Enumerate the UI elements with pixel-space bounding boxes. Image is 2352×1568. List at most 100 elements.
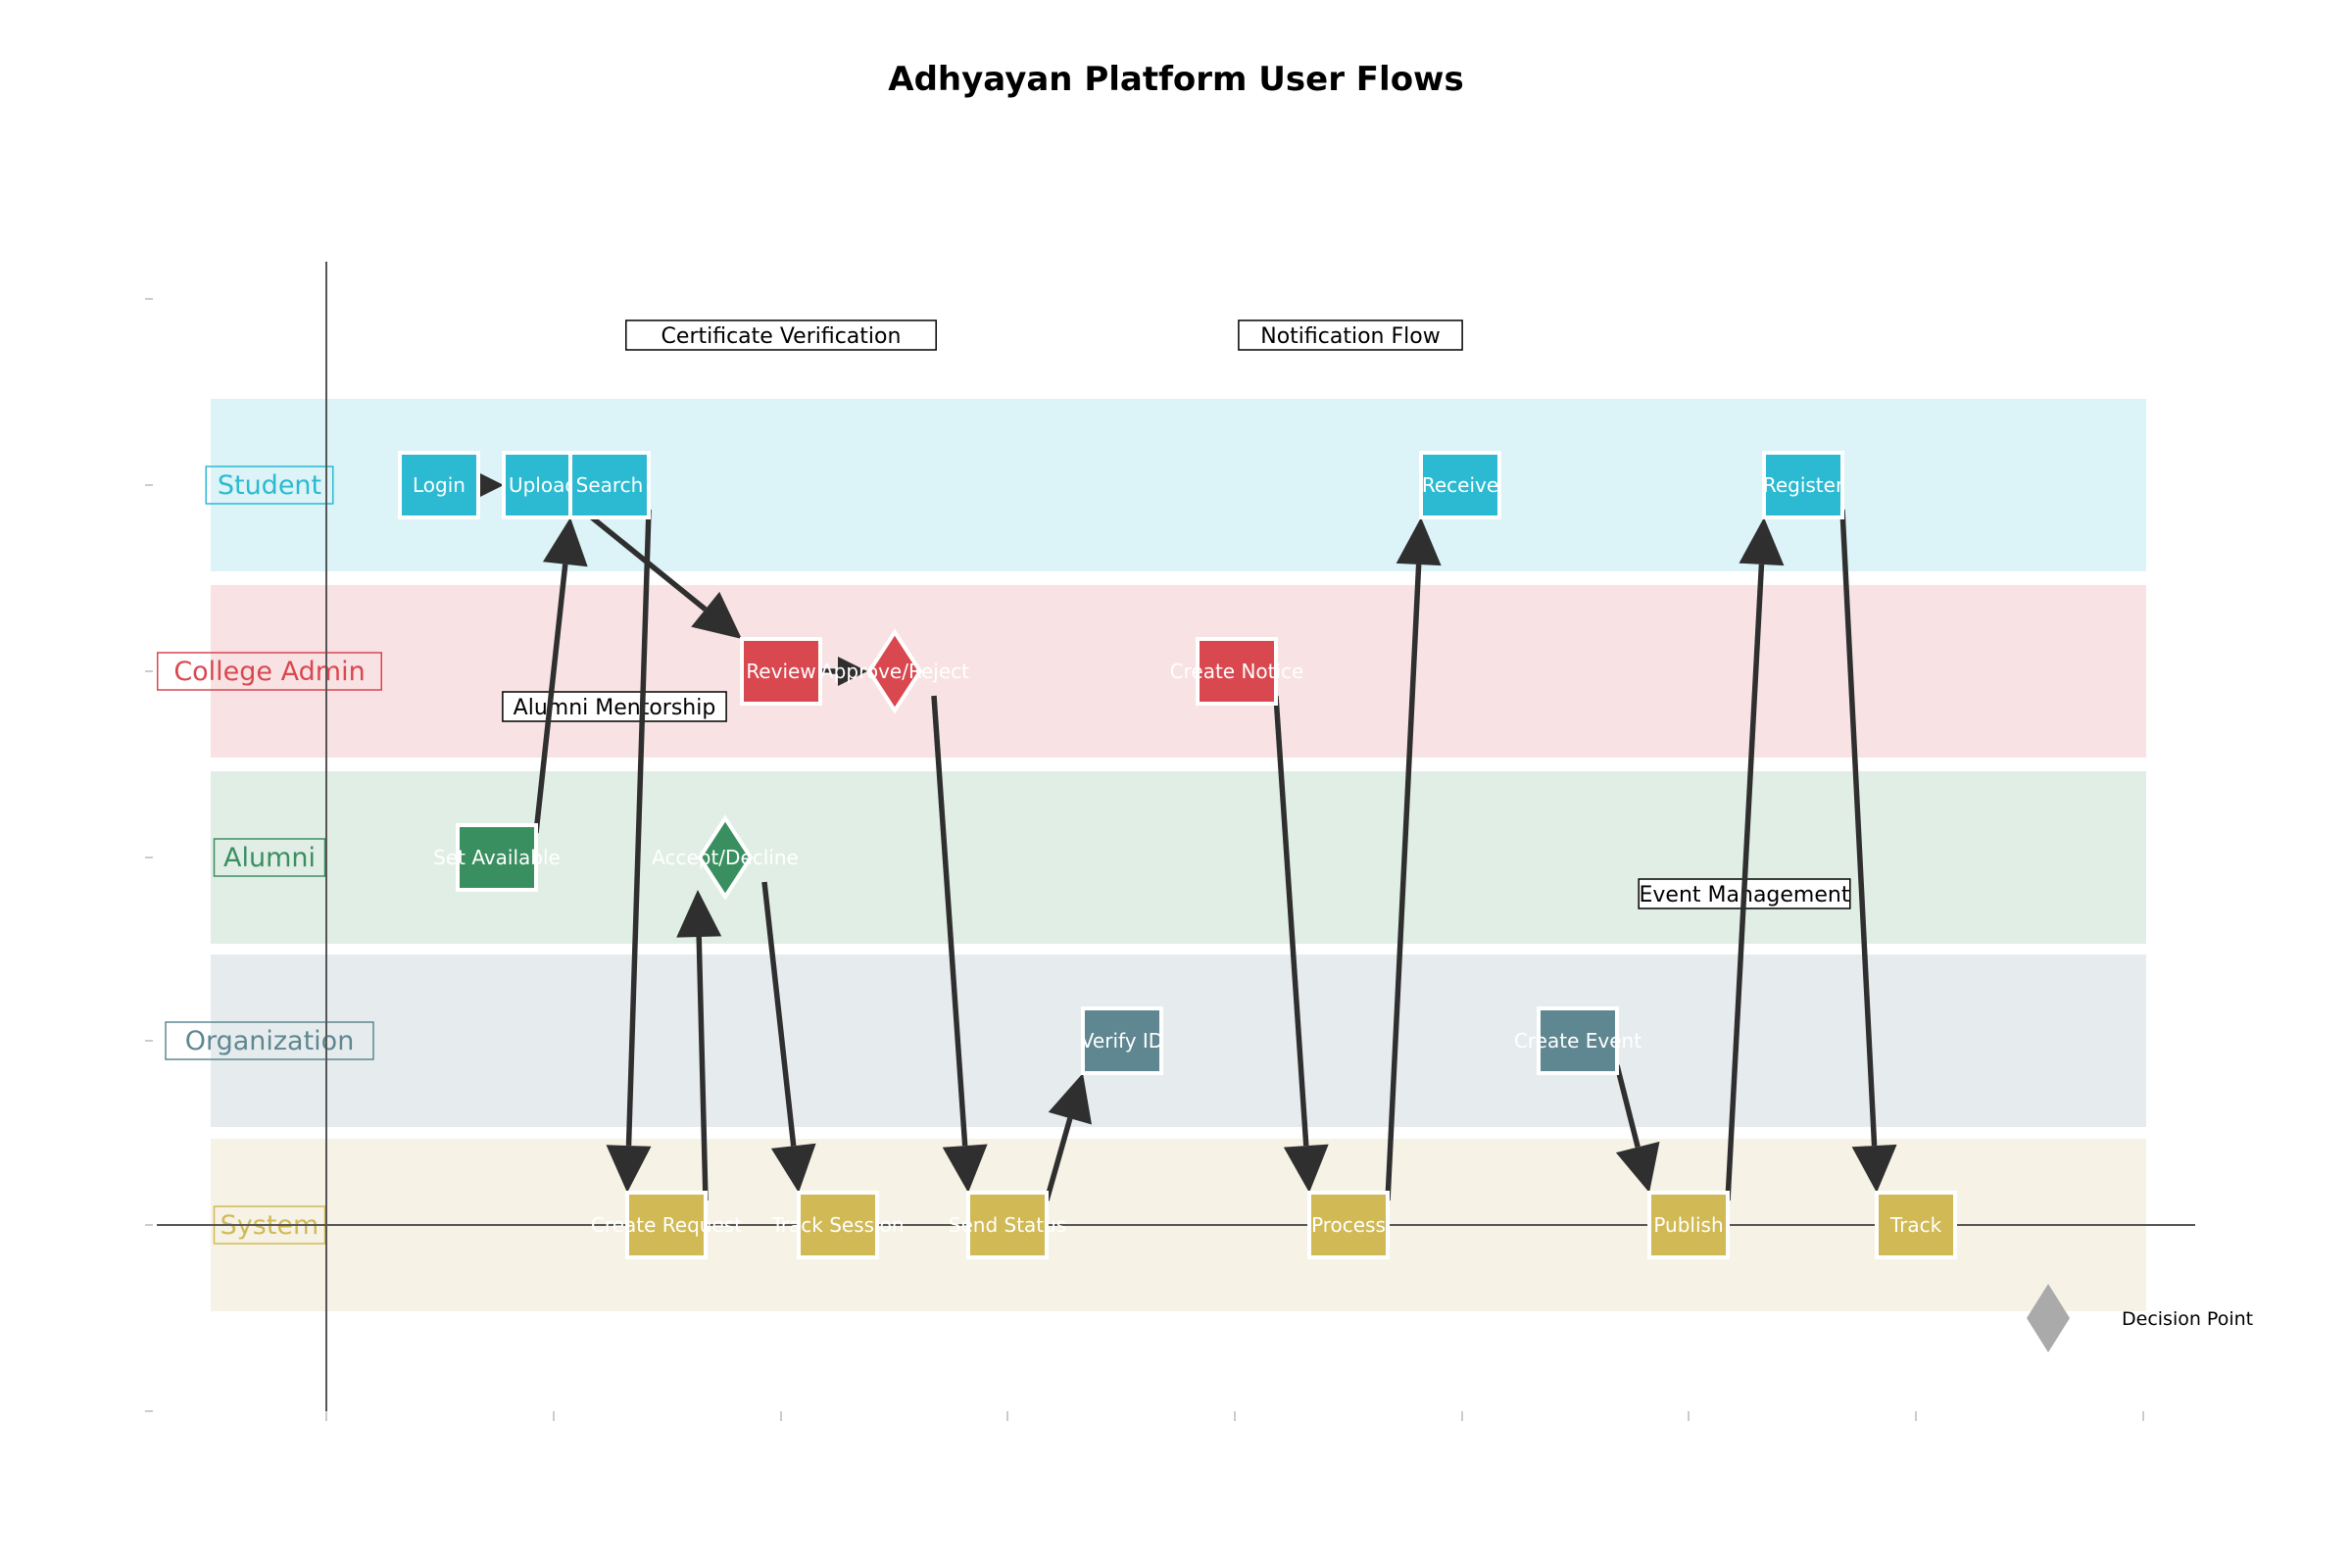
process-box — [1762, 451, 1844, 519]
edge-shaft — [1839, 509, 1878, 1147]
edge-shaft — [625, 509, 652, 1147]
edge-shaft — [1385, 564, 1422, 1201]
decision-diamond — [866, 628, 923, 714]
node-label: Review — [746, 660, 815, 683]
node-setavail[interactable]: Set Available — [433, 823, 561, 892]
node-event[interactable]: Create Event — [1514, 1006, 1642, 1075]
lane-label-box — [157, 652, 382, 691]
legend-diamond-icon — [2027, 1284, 2070, 1352]
arrowhead-icon — [1283, 1144, 1329, 1193]
edge-process-receive — [1385, 517, 1442, 1201]
edge-status-verify — [1044, 1073, 1092, 1201]
edge-publish-register — [1725, 517, 1785, 1201]
flow-label-box — [625, 319, 937, 351]
process-box — [797, 1191, 879, 1259]
node-label: Login — [413, 473, 466, 497]
lane-admin — [211, 585, 2146, 758]
lane-label-text: Student — [218, 470, 321, 501]
process-box — [1307, 1191, 1390, 1259]
node-notice[interactable]: Create Notice — [1170, 637, 1304, 706]
process-box — [1537, 1006, 1619, 1075]
flow-label: Certificate Verification — [625, 319, 937, 351]
node-process[interactable]: Process — [1307, 1191, 1390, 1259]
arrowhead-icon — [676, 890, 722, 938]
node-review[interactable]: Review — [740, 637, 822, 706]
node-accept[interactable]: Accept/Decline — [652, 814, 799, 901]
node-receive[interactable]: Receive — [1419, 451, 1501, 519]
node-label: Process — [1311, 1213, 1386, 1237]
lane-label-box — [205, 466, 334, 505]
process-box — [625, 1191, 708, 1259]
node-label: Accept/Decline — [652, 846, 799, 869]
edge-shaft — [931, 695, 968, 1147]
process-box — [1419, 451, 1501, 519]
node-request[interactable]: Create Request — [591, 1191, 742, 1259]
arrowhead-icon — [474, 470, 504, 500]
node-track[interactable]: Track — [1875, 1191, 1957, 1259]
node-label: Receive — [1422, 473, 1498, 497]
lane-label-box — [213, 838, 326, 877]
edge-shaft — [533, 564, 568, 834]
decision-diamond — [697, 814, 754, 901]
flow-label-box — [502, 691, 727, 722]
node-track_s[interactable]: Track Session — [771, 1191, 905, 1259]
edge-upload-review — [580, 507, 742, 639]
edge-shaft — [1725, 564, 1765, 1201]
arrowhead-icon — [942, 1144, 988, 1193]
edge-shaft — [1614, 1064, 1641, 1149]
arrowhead-icon — [770, 1143, 816, 1193]
process-box — [398, 451, 480, 519]
arrowhead-icon — [606, 1145, 652, 1193]
edge-search-request — [606, 509, 652, 1193]
process-box — [1647, 1191, 1730, 1259]
lane-label-org: Organization — [165, 1021, 374, 1060]
arrowhead-icon — [542, 517, 588, 567]
edge-shaft — [580, 507, 708, 612]
process-box — [1081, 1006, 1163, 1075]
diagram-title: Adhyayan Platform User Flows — [888, 60, 1463, 99]
node-label: Approve/Reject — [820, 660, 969, 683]
node-label: Track — [1889, 1213, 1942, 1237]
arrowhead-icon — [691, 591, 742, 639]
arrowhead-icon — [1048, 1073, 1092, 1125]
edge-register-track — [1839, 509, 1897, 1193]
node-status[interactable]: Send Status — [949, 1191, 1066, 1259]
node-publish[interactable]: Publish — [1647, 1191, 1730, 1259]
node-label: Send Status — [949, 1213, 1066, 1237]
lane-label-text: Organization — [185, 1026, 355, 1056]
arrowhead-icon — [1851, 1144, 1897, 1193]
node-label: Register — [1763, 473, 1844, 497]
axes — [157, 262, 2195, 1411]
lane-label-alumni: Alumni — [213, 838, 326, 877]
node-register[interactable]: Register — [1762, 451, 1844, 519]
process-box — [740, 637, 822, 706]
edge-approve-status — [931, 695, 988, 1193]
node-search[interactable]: Search — [568, 451, 651, 519]
node-label: Track Session — [771, 1213, 905, 1237]
edge-shaft — [696, 936, 709, 1201]
lane-label-admin: College Admin — [157, 652, 382, 691]
node-approve[interactable]: Approve/Reject — [820, 628, 969, 714]
flow-label-text: Notification Flow — [1260, 324, 1440, 349]
node-verify[interactable]: Verify ID — [1081, 1006, 1163, 1075]
node-label: Upload — [509, 473, 577, 497]
edge-review-approve — [820, 657, 867, 686]
node-login[interactable]: Login — [398, 451, 480, 519]
edge-shaft — [1044, 1117, 1073, 1201]
arrowhead-icon — [1615, 1141, 1660, 1193]
node-label: Publish — [1653, 1213, 1723, 1237]
process-box — [568, 451, 651, 519]
lane-label-student: Student — [205, 466, 334, 505]
edge-event-publish — [1614, 1064, 1660, 1193]
node-label: Search — [576, 473, 644, 497]
lane-label-text: Alumni — [223, 843, 316, 873]
process-box — [456, 823, 538, 892]
flow-label-text: Alumni Mentorship — [514, 696, 716, 720]
edge-shaft — [1273, 695, 1309, 1147]
process-box — [1875, 1191, 1957, 1259]
arrowhead-icon — [1396, 517, 1442, 566]
node-label: Verify ID — [1081, 1029, 1163, 1053]
axis-ticks — [145, 298, 2144, 1421]
